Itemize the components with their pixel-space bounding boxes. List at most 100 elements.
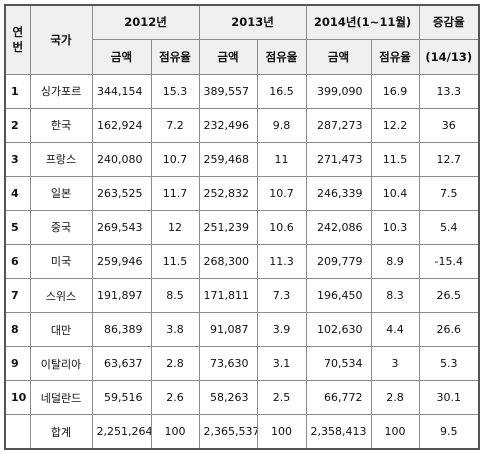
table-cell: 259,468: [198, 141, 258, 177]
table-cell: 344,154: [91, 73, 152, 109]
table-cell: -15.4: [418, 243, 478, 279]
table-cell: 2,358,413: [305, 414, 372, 448]
table-cell: 389,557: [198, 73, 258, 109]
table-cell: 미국: [29, 243, 93, 279]
table-cell: 240,080: [91, 141, 152, 177]
table-row: 3 프랑스 240,080 10.7 259,468 11 271,473 11.5 12.7: [6, 141, 478, 177]
table-row: 10 네덜란드 59,516 2.6 58,263 2.5 66,772 2.8 30.1: [6, 380, 478, 416]
header-cell: 금액: [92, 38, 152, 75]
table-cell: 이탈리아: [29, 346, 93, 382]
table-cell: 268,300: [198, 243, 258, 279]
table-cell: 209,779: [305, 243, 372, 279]
table-cell: 70,534: [305, 346, 372, 382]
table-cell: 9.8: [256, 107, 307, 143]
table-cell: 3.1: [256, 346, 307, 382]
table-cell: 242,086: [305, 209, 372, 245]
table-cell: 15.3: [150, 73, 200, 109]
table-cell: 86,389: [91, 312, 152, 348]
total-row: 합계 2,251,264 100 2,365,537 100 2,358,413 100 9.…: [6, 414, 478, 448]
table-cell: 8: [6, 312, 31, 348]
table-cell: 11.5: [150, 243, 200, 279]
table-cell: 30.1: [418, 380, 478, 416]
table-cell: 8.9: [370, 243, 420, 279]
table-cell: 중국: [29, 209, 93, 245]
table-cell: 16.9: [370, 73, 420, 109]
table-cell: 5.3: [418, 346, 478, 382]
data-table: 연번 국가 2012년 2013년 2014년(1~11월) 증감율 금액 점유…: [6, 6, 478, 448]
table-cell: 7.5: [418, 175, 478, 211]
table-cell: 16.5: [256, 73, 307, 109]
table-cell: 2.5: [256, 380, 307, 416]
table-row: 7 스위스 191,897 8.5 171,811 7.3 196,450 8.3 26.5: [6, 277, 478, 314]
table-cell: 일본: [29, 175, 93, 211]
table-cell: 6: [6, 243, 31, 279]
table-cell: 246,339: [305, 175, 372, 211]
table-cell: 162,924: [91, 107, 152, 143]
table-cell: 12.7: [418, 141, 478, 177]
table-cell: 10.7: [256, 175, 307, 211]
table-cell: 2.8: [370, 380, 420, 416]
table-cell: 2.6: [150, 380, 200, 416]
table-cell: 8.5: [150, 277, 200, 314]
table-cell: 91,087: [198, 312, 258, 348]
table-row: 6 미국 259,946 11.5 268,300 11.3 209,779 8.9 -15.4: [6, 243, 478, 279]
table-cell: 287,273: [305, 107, 372, 143]
table-cell: 2,251,264: [91, 414, 152, 448]
table-cell: 259,946: [91, 243, 152, 279]
table-cell: 2: [6, 107, 31, 143]
table-cell: 8.3: [370, 277, 420, 314]
table-cell: 73,630: [198, 346, 258, 382]
header-cell: 증감율: [418, 6, 478, 40]
header-cell: 금액: [198, 38, 258, 75]
table-cell: 100: [370, 414, 420, 448]
table-cell: 10.6: [256, 209, 307, 245]
table-cell: 프랑스: [29, 141, 93, 177]
table-cell: 59,516: [91, 380, 152, 416]
table-cell: 4.4: [370, 312, 420, 348]
table-cell: 1: [6, 73, 31, 109]
table-cell: 한국: [29, 107, 93, 143]
table-cell: 5: [6, 209, 31, 245]
header-cell: 점유율: [256, 38, 307, 75]
table-cell: 12.2: [370, 107, 420, 143]
table-cell: 싱가포르: [29, 73, 93, 109]
table-row: 1 싱가포르 344,154 15.3 389,557 16.5 399,090 16.9 13…: [6, 73, 478, 109]
table-cell: 네덜란드: [29, 380, 93, 416]
table-cell: 102,630: [305, 312, 372, 348]
table-cell: 4: [6, 175, 31, 211]
header-cell: (14/13): [418, 38, 478, 75]
table-cell: 9: [6, 346, 31, 382]
table-cell: 스위스: [29, 277, 93, 314]
table-cell: 대만: [29, 312, 93, 348]
table-cell: 269,543: [91, 209, 152, 245]
table-cell: 2.8: [150, 346, 200, 382]
table-cell: 13.3: [418, 73, 478, 109]
header-cell: 금액: [305, 38, 372, 75]
table-cell: 3: [370, 346, 420, 382]
table-cell: 191,897: [91, 277, 152, 314]
table-row: 5 중국 269,543 12 251,239 10.6 242,086 10.3 5.4: [6, 209, 478, 245]
header-cell: 점유율: [370, 38, 420, 75]
table-cell: 232,496: [198, 107, 258, 143]
header-cell: 점유율: [150, 38, 200, 75]
table-cell: [6, 414, 31, 448]
table-cell: 271,473: [305, 141, 372, 177]
table-cell: 36: [418, 107, 478, 143]
table-frame: 연번 국가 2012년 2013년 2014년(1~11월) 증감율 금액 점유…: [4, 4, 480, 450]
table-cell: 12: [150, 209, 200, 245]
table-cell: 10.7: [150, 141, 200, 177]
table-row: 2 한국 162,924 7.2 232,496 9.8 287,273 12.2 36: [6, 107, 478, 143]
table-cell: 171,811: [198, 277, 258, 314]
table-row: 4 일본 263,525 11.7 252,832 10.7 246,339 10.4 7.5: [6, 175, 478, 211]
table-cell: 10.4: [370, 175, 420, 211]
table-cell: 합계: [29, 414, 93, 448]
header-cell: 국가: [29, 6, 93, 75]
table-cell: 7.3: [256, 277, 307, 314]
table-cell: 399,090: [305, 73, 372, 109]
header-row: 연번 국가 2012년 2013년 2014년(1~11월) 증감율: [6, 6, 478, 75]
table-cell: 251,239: [198, 209, 258, 245]
table-cell: 7.2: [150, 107, 200, 143]
table-cell: 100: [256, 414, 307, 448]
table-cell: 3.8: [150, 312, 200, 348]
table-cell: 10: [6, 380, 31, 416]
